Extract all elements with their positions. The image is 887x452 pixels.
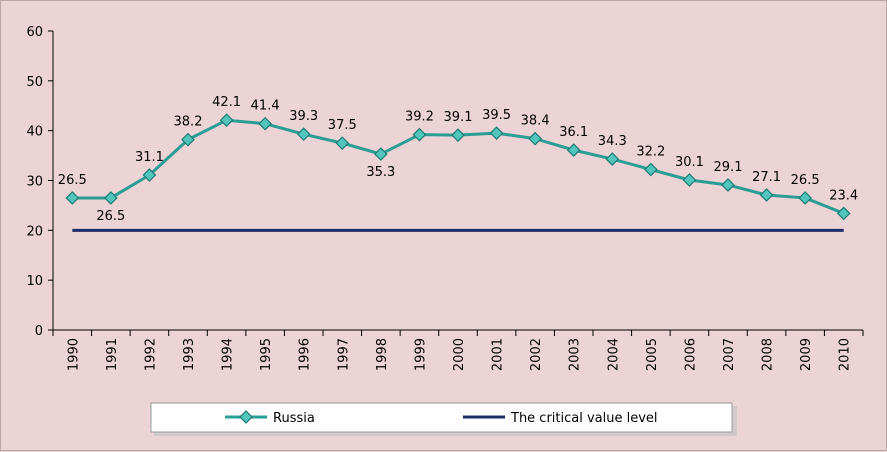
russia-data-label: 32.2 — [636, 145, 665, 160]
russia-data-label: 34.3 — [598, 134, 627, 149]
x-tick-label: 1993 — [182, 338, 197, 371]
russia-data-point — [528, 131, 542, 146]
russia-data-point — [412, 127, 427, 142]
x-tick-label: 2004 — [606, 338, 621, 371]
russia-data-point — [836, 206, 851, 221]
russia-data-label: 37.5 — [328, 118, 357, 133]
russia-data-point — [65, 191, 80, 205]
russia-data-label: 26.5 — [96, 209, 125, 224]
russia-data-label: 26.5 — [791, 173, 820, 188]
x-tick-label: 2001 — [491, 338, 506, 371]
y-tick-label: 50 — [26, 75, 43, 90]
x-tick-label: 1999 — [413, 338, 428, 371]
russia-data-point — [566, 143, 581, 157]
x-tick-label: 1996 — [298, 338, 313, 371]
russia-data-label: 36.1 — [559, 125, 588, 140]
russia-data-point — [644, 162, 658, 177]
russia-data-point — [181, 132, 195, 147]
russia-data-point — [296, 127, 311, 142]
x-tick-label: 2007 — [722, 338, 737, 371]
russia-data-point — [142, 168, 157, 182]
russia-data-point — [451, 128, 465, 143]
x-tick-label: 2000 — [452, 338, 467, 371]
y-tick-label: 60 — [26, 25, 43, 40]
russia-data-point — [798, 191, 812, 205]
russia-data-label: 41.4 — [251, 99, 280, 114]
russia-data-point — [721, 178, 735, 192]
y-tick-label: 20 — [26, 224, 43, 239]
legend-russia-label: Russia — [273, 411, 315, 426]
x-tick-label: 1991 — [105, 338, 120, 371]
y-tick-label: 30 — [26, 175, 43, 190]
russia-data-label: 38.2 — [174, 115, 203, 130]
x-tick-label: 2005 — [645, 338, 660, 371]
x-tick-label: 1997 — [336, 338, 351, 371]
russia-data-point — [682, 173, 697, 187]
x-tick-label: 1990 — [66, 338, 81, 371]
russia-data-label: 35.3 — [366, 165, 395, 180]
legend-critical-label: The critical value level — [510, 411, 658, 426]
russia-data-label: 39.5 — [482, 108, 511, 123]
russia-data-label: 39.1 — [444, 110, 473, 125]
russia-data-point — [258, 116, 272, 131]
russia-data-label: 23.4 — [829, 188, 858, 203]
x-tick-label: 2008 — [761, 338, 776, 371]
russia-data-point — [489, 126, 504, 141]
russia-data-point — [374, 147, 388, 161]
x-tick-label: 1994 — [221, 338, 236, 371]
y-tick-label: 0 — [35, 324, 43, 339]
russia-data-label: 39.2 — [405, 110, 434, 125]
legend-russia-marker — [239, 410, 253, 424]
russia-data-point — [605, 152, 620, 166]
russia-data-point — [104, 191, 118, 205]
x-tick-label: 2003 — [568, 338, 583, 371]
russia-data-label: 38.4 — [521, 114, 550, 129]
x-tick-label: 2002 — [529, 338, 544, 371]
x-tick-label: 1998 — [375, 338, 390, 371]
russia-data-label: 31.1 — [135, 150, 164, 165]
russia-data-point — [219, 113, 234, 128]
x-tick-label: 1992 — [143, 338, 158, 371]
x-tick-label: 2010 — [838, 338, 853, 371]
y-tick-label: 10 — [26, 274, 43, 289]
russia-data-label: 27.1 — [752, 170, 781, 185]
y-tick-label: 40 — [26, 125, 43, 140]
russia-data-label: 30.1 — [675, 155, 704, 170]
x-tick-label: 1995 — [259, 338, 274, 371]
russia-data-label: 42.1 — [212, 95, 241, 110]
russia-data-point — [759, 188, 774, 202]
x-tick-label: 2009 — [799, 338, 814, 371]
russia-data-label: 26.5 — [58, 173, 87, 188]
russia-data-point — [335, 136, 350, 150]
russia-data-label: 39.3 — [289, 109, 318, 124]
russia-data-label: 29.1 — [714, 160, 743, 175]
x-tick-label: 2006 — [683, 338, 698, 371]
